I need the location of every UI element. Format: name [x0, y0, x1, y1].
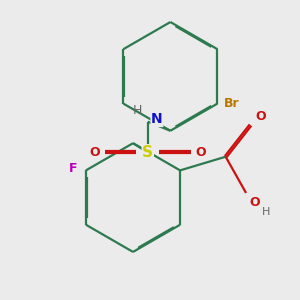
Text: O: O [195, 146, 206, 159]
Text: O: O [255, 110, 266, 123]
Text: Br: Br [224, 97, 240, 110]
Text: O: O [89, 146, 100, 159]
Text: N: N [151, 112, 163, 126]
Text: H: H [262, 206, 270, 217]
Text: O: O [249, 196, 260, 209]
Text: F: F [68, 162, 77, 175]
Text: S: S [142, 145, 153, 160]
Text: H: H [133, 104, 142, 117]
